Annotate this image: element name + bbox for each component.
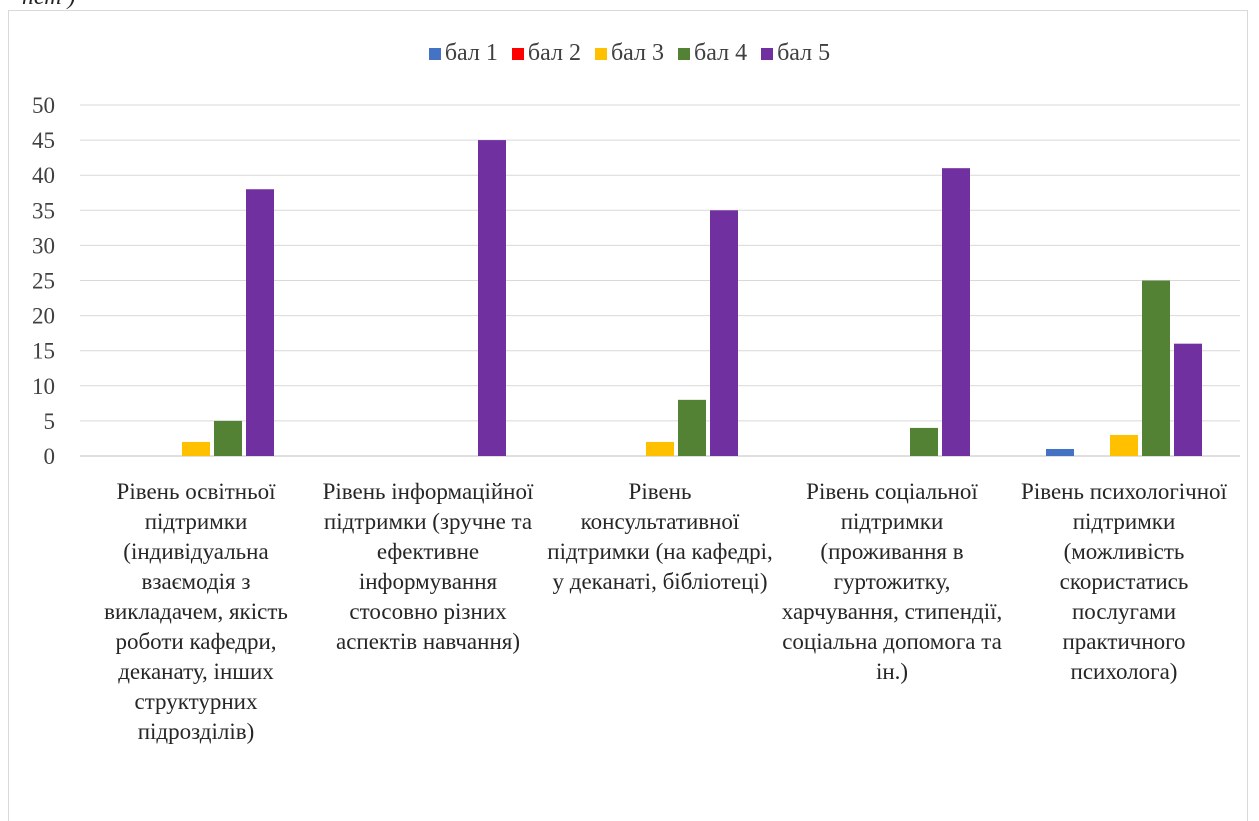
legend-item-5: бал 5 [761, 40, 830, 67]
legend-item-2: бал 2 [511, 40, 581, 67]
legend-label-2: бал 2 [527, 40, 581, 66]
bar-cat3-series5 [710, 210, 738, 456]
y-tick-label-30: 30 [32, 233, 55, 258]
bar-cat1-series5 [246, 189, 274, 457]
y-tick-label-50: 50 [32, 93, 55, 118]
bar-cat5-series5 [1174, 343, 1202, 456]
chart-frame [8, 10, 1248, 821]
legend-label-1: бал 1 [444, 40, 498, 66]
y-tick-label-35: 35 [32, 198, 55, 223]
y-tick-label-0: 0 [44, 444, 56, 469]
category-label-2: Рівень інформаційної підтримки (зручне т… [322, 479, 534, 654]
bar-cat5-series3 [1110, 434, 1138, 456]
category-label-4: Рівень соціальної підтримки (проживання … [781, 479, 1003, 684]
legend-label-3: бал 3 [610, 40, 665, 66]
category-label-5: Рівень психологічної підтримки (можливіс… [1021, 479, 1227, 684]
bar-cat4-series4 [910, 427, 938, 456]
bar-cat5-series4 [1142, 280, 1170, 456]
bar-cat3-series4 [678, 399, 706, 456]
legend-swatch-1 [428, 47, 441, 60]
bar-cat4-series5 [942, 168, 970, 456]
y-tick-label-10: 10 [32, 374, 55, 399]
bar-cat1-series4 [214, 420, 242, 456]
y-tick-label-40: 40 [32, 163, 55, 188]
legend-swatch-5 [761, 47, 774, 60]
chart-legend: бал 1 бал 2 бал 3 бал 4 бал 5 [0, 40, 1259, 67]
y-tick-label-20: 20 [32, 304, 55, 329]
category-label-3: Рівень консультативної підтримки (на каф… [547, 479, 773, 594]
y-tick-label-5: 5 [44, 409, 56, 434]
legend-swatch-4 [678, 47, 691, 60]
legend-item-1: бал 1 [428, 40, 498, 67]
category-label-1: Рівень освітньої підтримки (індивідуальн… [104, 479, 288, 744]
legend-item-3: бал 3 [594, 40, 665, 67]
clipped-text-fragment: нет ) [0, 0, 260, 14]
bar-cat5-series1 [1046, 448, 1074, 456]
legend-item-4: бал 4 [678, 40, 747, 67]
y-tick-label-25: 25 [32, 269, 55, 294]
legend-label-4: бал 4 [694, 40, 748, 66]
legend-swatch-3 [594, 47, 607, 60]
legend-label-5: бал 5 [777, 40, 831, 66]
legend-swatch-2 [511, 47, 524, 60]
y-tick-label-45: 45 [32, 128, 55, 153]
bar-cat1-series3 [182, 441, 210, 456]
y-tick-label-15: 15 [32, 339, 55, 364]
bar-cat2-series5 [478, 140, 506, 456]
bar-cat3-series3 [646, 441, 674, 456]
